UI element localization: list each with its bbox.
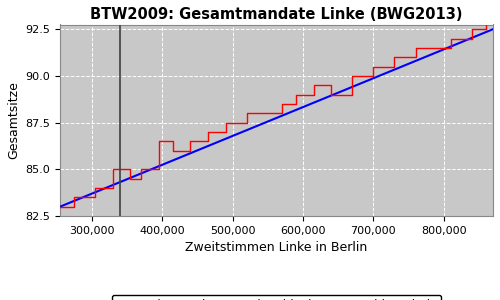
Sitze real	[328, 93, 334, 96]
Line: Sitze real: Sitze real	[60, 20, 493, 207]
Sitze real	[328, 83, 334, 87]
Sitze real	[170, 149, 175, 152]
Sitze real	[469, 37, 475, 40]
Sitze real	[170, 140, 175, 143]
Sitze real	[279, 111, 285, 115]
Sitze real	[205, 140, 211, 143]
Sitze real	[128, 177, 134, 180]
Title: BTW2009: Gesamtmandate Linke (BWG2013): BTW2009: Gesamtmandate Linke (BWG2013)	[90, 7, 463, 22]
Sitze real	[412, 46, 418, 50]
Sitze real	[110, 167, 116, 171]
Sitze real	[490, 18, 496, 22]
Sitze real	[483, 27, 489, 31]
Sitze real	[293, 93, 299, 96]
Sitze real	[205, 130, 211, 134]
Sitze real	[244, 121, 250, 124]
Sitze real	[412, 56, 418, 59]
Sitze real	[57, 205, 63, 208]
Sitze real	[188, 140, 194, 143]
Y-axis label: Gesamtsitze: Gesamtsitze	[7, 81, 20, 159]
Legend: Sitze real, Sitze ideal, Wahlergebnis: Sitze real, Sitze ideal, Wahlergebnis	[112, 295, 442, 300]
Sitze real	[71, 205, 77, 208]
X-axis label: Zweitstimmen Linke in Berlin: Zweitstimmen Linke in Berlin	[186, 241, 368, 254]
Sitze real	[370, 74, 376, 78]
Sitze real	[483, 18, 489, 22]
Sitze real	[222, 130, 228, 134]
Sitze real	[71, 196, 77, 199]
Sitze real	[370, 65, 376, 68]
Sitze real	[188, 149, 194, 152]
Sitze real	[279, 102, 285, 106]
Sitze real	[310, 83, 316, 87]
Sitze real	[244, 111, 250, 115]
Sitze real	[138, 167, 144, 171]
Sitze real	[310, 93, 316, 96]
Sitze real	[138, 177, 144, 180]
Sitze real	[350, 93, 356, 96]
Sitze real	[448, 37, 454, 40]
Sitze real	[92, 196, 98, 199]
Sitze real	[156, 167, 162, 171]
Sitze real	[128, 167, 134, 171]
Sitze real	[222, 121, 228, 124]
Sitze real	[156, 140, 162, 143]
Sitze real	[293, 102, 299, 106]
Sitze real	[448, 46, 454, 50]
Sitze real	[392, 65, 398, 68]
Sitze real	[92, 186, 98, 190]
Sitze real	[469, 27, 475, 31]
Sitze real	[392, 56, 398, 59]
Sitze real	[110, 186, 116, 190]
Sitze real	[350, 74, 356, 78]
